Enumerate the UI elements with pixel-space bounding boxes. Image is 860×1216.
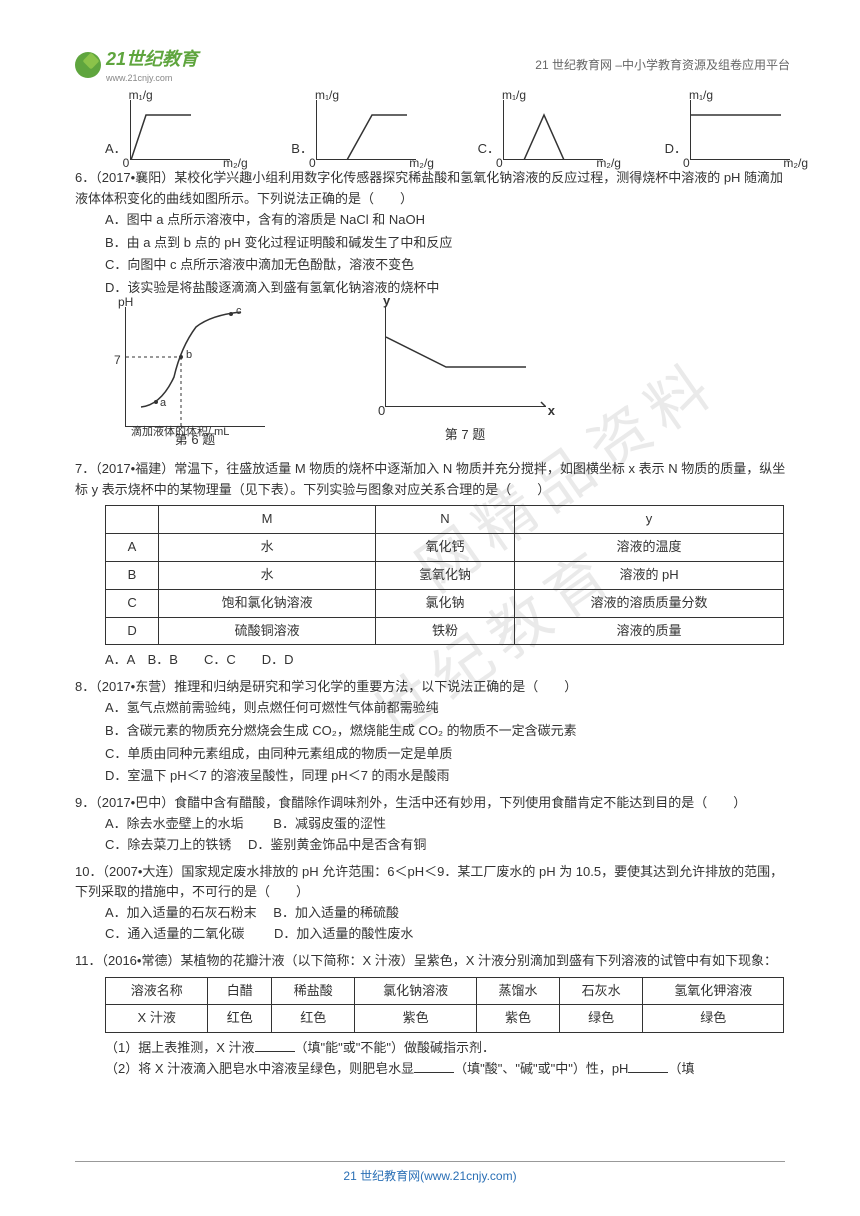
figure-7: y 0 x 第 7 题 <box>385 307 545 451</box>
question-10: 10．（2007•大连）国家规定废水排放的 pH 允许范围：6＜pH＜9．某工厂… <box>75 862 790 945</box>
logo-icon <box>75 52 101 78</box>
page-header: 21世纪教育 www.21cnjy.com 21 世纪教育网 –中小学教育资源及… <box>75 45 790 85</box>
option-c: C． m₁/g 0 m₂/g <box>478 100 603 160</box>
option-b: B． m₁/g 0 m₂/g <box>291 100 416 160</box>
q5-options: A． m₁/g 0 m₂/g B． m₁/g 0 m₂/g C． m₁/g 0 … <box>75 100 790 160</box>
q11-table: 溶液名称白醋 稀盐酸氯化钠溶液 蒸馏水石灰水 氢氧化钾溶液 X 汁液红色 红色紫… <box>105 977 784 1034</box>
question-6: 6．（2017•襄阳）某校化学兴趣小组利用数字化传感器探究稀盐酸和氢氧化钠溶液的… <box>75 168 790 451</box>
question-9: 9．（2017•巴中）食醋中含有醋酸，食醋除作调味剂外，生活中还有妙用，下列使用… <box>75 793 790 855</box>
q6-opt-c: C．向图中 c 点所示溶液中滴加无色酚酞，溶液不变色 <box>105 255 790 276</box>
q6-opt-d: D．该实验是将盐酸逐滴滴入到盛有氢氧化钠溶液的烧杯中 <box>105 278 790 299</box>
option-d: D． m₁/g 0 m₂/g <box>665 100 790 160</box>
figure-6: pH 7 a b c 滴加液体的体积/ mL 第 6 题 <box>125 307 265 451</box>
chart-d: m₁/g 0 m₂/g <box>690 100 790 160</box>
page-footer: 21 世纪教育网(www.21cnjy.com) <box>75 1161 785 1186</box>
question-8: 8．（2017•东营）推理和归纳是研究和学习化学的重要方法，以下说法正确的是（ … <box>75 677 790 787</box>
logo: 21世纪教育 www.21cnjy.com <box>75 45 198 85</box>
q6-opt-a: A．图中 a 点所示溶液中，含有的溶质是 NaCl 和 NaOH <box>105 210 790 231</box>
question-11: 11．（2016•常德）某植物的花瓣汁液（以下简称：X 汁液）呈紫色，X 汁液分… <box>75 951 790 1080</box>
logo-text: 21世纪教育 <box>106 49 198 69</box>
header-right: 21 世纪教育网 –中小学教育资源及组卷应用平台 <box>535 56 790 75</box>
q7-table: M N y A水氧化钙溶液的温度 B水氢氧化钠溶液的 pH C饱和氯化钠溶液氯化… <box>105 505 784 645</box>
chart-a: m₁/g 0 m₂/g <box>130 100 230 160</box>
logo-subtext: www.21cnjy.com <box>106 71 198 85</box>
chart-b: m₁/g 0 m₂/g <box>316 100 416 160</box>
chart-c: m₁/g 0 m₂/g <box>503 100 603 160</box>
q11-sub2: （2）将 X 汁液滴入肥皂水中溶液呈绿色，则肥皂水显（填"酸"、"碱"或"中"）… <box>75 1059 790 1080</box>
q11-sub1: （1）据上表推测，X 汁液（填"能"或"不能"）做酸碱指示剂． <box>75 1038 790 1059</box>
q7-answer-opts: A．A B．B C．C D．D <box>75 650 790 671</box>
question-7: 7．（2017•福建）常温下，往盛放适量 M 物质的烧杯中逐渐加入 N 物质并充… <box>75 459 790 671</box>
q6-opt-b: B．由 a 点到 b 点的 pH 变化过程证明酸和碱发生了中和反应 <box>105 233 790 254</box>
option-a: A． m₁/g 0 m₂/g <box>105 100 230 160</box>
content: A． m₁/g 0 m₂/g B． m₁/g 0 m₂/g C． m₁/g 0 … <box>75 100 790 1080</box>
